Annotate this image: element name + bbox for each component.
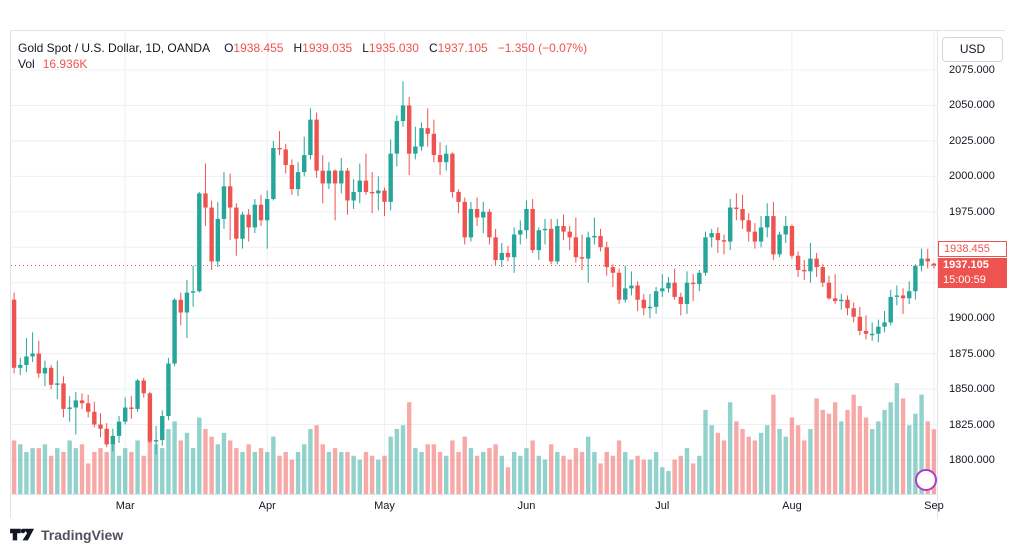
month-label: Mar [115,500,135,512]
time-axis[interactable]: Mar Apr May Jun Jul Aug Sep [11,494,944,519]
tradingview-chart-widget: Gold Spot / U.S. Dollar, 1D, OANDA O1938… [10,30,1007,519]
chart-plot-area[interactable]: Gold Spot / U.S. Dollar, 1D, OANDA O1938… [11,31,937,494]
price-tick-label: 1900.000 [949,312,995,325]
price-tick-label: 2000.000 [949,170,995,183]
month-label: Jun [517,500,536,512]
ohlc-low: L1935.030 [362,41,419,55]
price-tick-label: 2025.000 [949,134,995,147]
ohlc-high: H1939.035 [293,41,353,55]
legend-volume-row: Vol 16.936K [18,56,587,72]
price-tick-label: 2050.000 [949,99,995,112]
month-label: Sep [924,500,944,512]
tradingview-brand-text: TradingView [41,527,124,543]
month-label: Aug [782,500,802,512]
symbol-title[interactable]: Gold Spot / U.S. Dollar, 1D, OANDA [18,41,211,55]
price-tick-label: 2075.000 [949,63,995,76]
volume-value: 16.936K [42,57,88,71]
price-tick-label: 1850.000 [949,383,995,396]
ohlc-close: C1937.105 [428,41,488,55]
volume-label: Vol [18,57,35,71]
last-price-countdown-badge: 1937.105 15:00:59 [938,258,1007,288]
candlestick-volume-canvas[interactable] [11,31,937,494]
month-label: Apr [258,500,276,512]
scroll-to-realtime-button[interactable] [915,469,937,491]
price-axis[interactable]: USD 2075.000 2050.000 2025.000 2000.000 1975… [937,31,1007,519]
price-tick-label: 1975.000 [949,205,995,218]
open-price-badge: 1938.455 [938,241,1007,257]
month-label: Jul [655,500,670,512]
price-change: −1.350 (−0.07%) [497,41,588,55]
bar-countdown: 15:00:59 [943,274,986,286]
last-price-value: 1937.105 [943,259,989,271]
ohlc-open: O1938.455 [224,41,284,55]
price-tick-label: 1825.000 [949,418,995,431]
tradingview-logo-icon [10,528,35,541]
tradingview-attribution-link[interactable]: TradingView [10,527,123,543]
month-label: May [374,500,395,512]
price-tick-label: 1875.000 [949,347,995,360]
currency-unit-button[interactable]: USD [942,37,1003,62]
legend-symbol-row[interactable]: Gold Spot / U.S. Dollar, 1D, OANDA O1938… [18,40,587,56]
chart-legend: Gold Spot / U.S. Dollar, 1D, OANDA O1938… [18,40,587,72]
price-tick-label: 1800.000 [949,453,995,466]
